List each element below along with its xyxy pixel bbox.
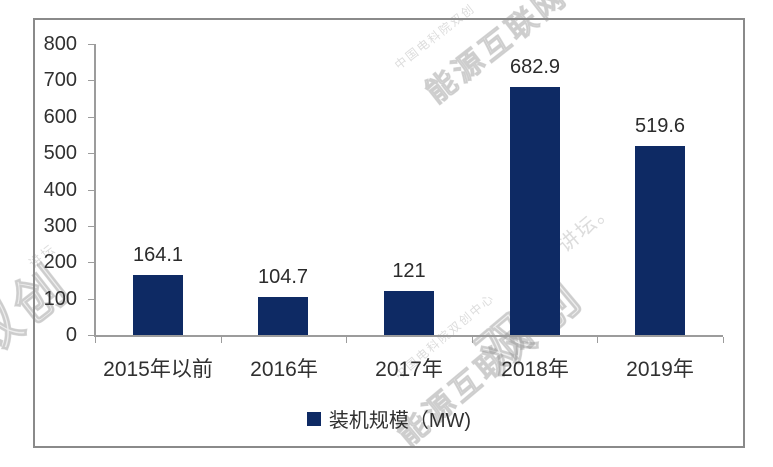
y-axis-tick xyxy=(88,335,95,336)
x-axis-category-label: 2017年 xyxy=(375,358,443,381)
bar-value-label: 121 xyxy=(392,260,426,282)
bar-value-label: 519.6 xyxy=(634,115,686,137)
y-axis-tick xyxy=(88,116,95,118)
bar-value-label: 682.9 xyxy=(509,56,561,78)
y-axis-tick xyxy=(88,153,95,155)
y-axis-tick-label: 200 xyxy=(43,251,77,274)
bar xyxy=(510,87,560,335)
x-axis-category-label: 2019年 xyxy=(626,358,694,381)
x-axis-tick xyxy=(597,337,598,343)
plot-area: 0 100 200 300 400 500 600 700 800 164.1 2015年以前 104… xyxy=(35,20,743,446)
y-axis-tick-label: 400 xyxy=(43,178,77,201)
y-axis-tick-label: 300 xyxy=(43,214,77,237)
y-axis-line xyxy=(94,44,96,337)
y-axis-tick xyxy=(88,80,95,82)
y-axis-tick xyxy=(88,298,95,300)
y-axis-tick-label: 100 xyxy=(43,287,77,310)
legend-label: 装机规模（MW) xyxy=(328,410,472,432)
y-axis-tick-label: 0 xyxy=(65,324,77,346)
x-axis-tick xyxy=(723,337,724,343)
bar xyxy=(635,146,685,335)
y-axis-tick xyxy=(88,262,95,264)
x-axis-category-label: 2018年 xyxy=(501,358,569,381)
bar-value-label: 164.1 xyxy=(132,244,184,266)
x-axis-tick xyxy=(95,337,96,343)
y-axis-tick-label: 800 xyxy=(43,33,77,55)
x-axis-tick xyxy=(221,337,222,343)
legend-swatch xyxy=(306,411,321,426)
bar-value-label: 104.7 xyxy=(257,266,309,288)
chart-frame: 0 100 200 300 400 500 600 700 800 164.1 2015年以前 104… xyxy=(33,18,745,448)
x-axis-category-label: 2015年以前 xyxy=(103,358,213,381)
bar xyxy=(133,275,183,335)
bar xyxy=(384,291,434,335)
legend: 装机规模（MW) xyxy=(35,404,743,433)
x-axis-tick xyxy=(346,337,347,343)
y-axis-tick xyxy=(88,189,95,191)
x-axis-line xyxy=(95,335,723,337)
y-axis-tick-label: 700 xyxy=(43,69,77,92)
y-axis-tick-label: 500 xyxy=(43,142,77,165)
y-axis-tick xyxy=(88,225,95,227)
y-axis-tick-label: 600 xyxy=(43,105,77,128)
y-axis-tick xyxy=(88,44,95,45)
x-axis-category-label: 2016年 xyxy=(250,358,318,381)
bar xyxy=(258,297,308,335)
x-axis-tick xyxy=(472,337,473,343)
